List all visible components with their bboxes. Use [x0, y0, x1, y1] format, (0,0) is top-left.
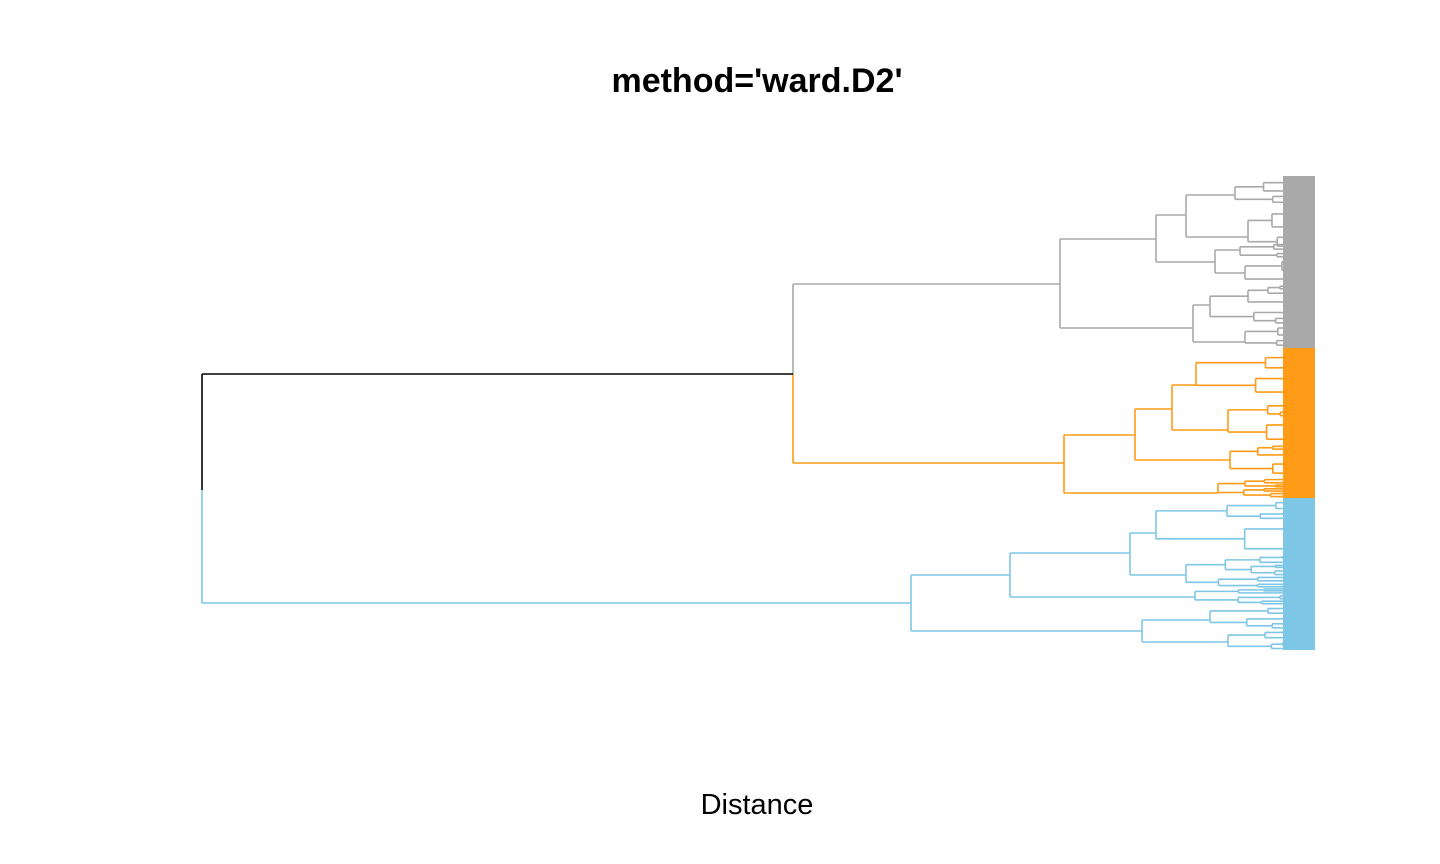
chart-title: method='ward.D2' — [611, 62, 902, 100]
cluster-band-orange — [1283, 348, 1315, 498]
dendrogram-tree — [201, 176, 1315, 650]
cluster-band-grey — [1283, 176, 1315, 348]
x-axis-label: Distance — [701, 789, 814, 821]
cluster-band-blue — [1283, 498, 1315, 650]
